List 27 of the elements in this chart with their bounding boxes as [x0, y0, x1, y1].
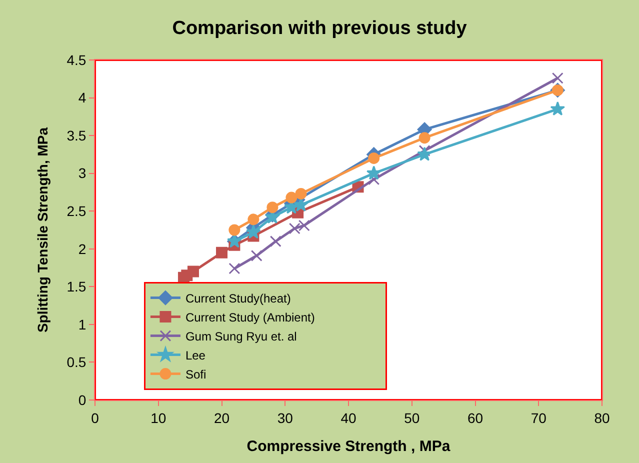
x-tick-label: 30: [277, 410, 294, 426]
legend-label: Current Study(heat): [185, 291, 291, 306]
y-tick-label: 1.5: [66, 278, 86, 295]
y-tick-label: 0: [78, 392, 86, 408]
x-axis-title: Compressive Strength , MPa: [246, 438, 451, 455]
legend-label: Gum Sung Ryu et. al: [185, 329, 297, 344]
x-tick-label: 70: [530, 410, 547, 426]
y-tick-label: 4: [78, 90, 86, 106]
legend-label: Sofi: [185, 367, 206, 382]
x-tick-label: 20: [214, 410, 230, 426]
legend-label: Lee: [185, 348, 206, 362]
y-tick-label: 3: [78, 165, 86, 182]
x-tick-label: 50: [404, 410, 420, 426]
legend-label: Current Study (Ambient): [185, 310, 315, 324]
y-tick-label: 4.5: [66, 52, 86, 68]
y-tick-label: 2.5: [66, 203, 86, 220]
x-tick-label: 80: [594, 410, 610, 426]
y-tick-label: 1: [78, 316, 86, 332]
chart-title: Comparison with previous study: [172, 18, 468, 40]
x-tick-label: 60: [467, 410, 484, 426]
x-tick-label: 40: [340, 410, 356, 426]
y-tick-label: 0.5: [66, 354, 86, 370]
x-tick-label: 0: [91, 410, 100, 426]
y-tick-label: 3.5: [66, 127, 86, 144]
y-axis-title: Splitting Tensile Strength, MPa: [34, 127, 50, 333]
x-tick-label: 10: [150, 410, 166, 426]
y-tick-label: 2: [78, 240, 86, 257]
